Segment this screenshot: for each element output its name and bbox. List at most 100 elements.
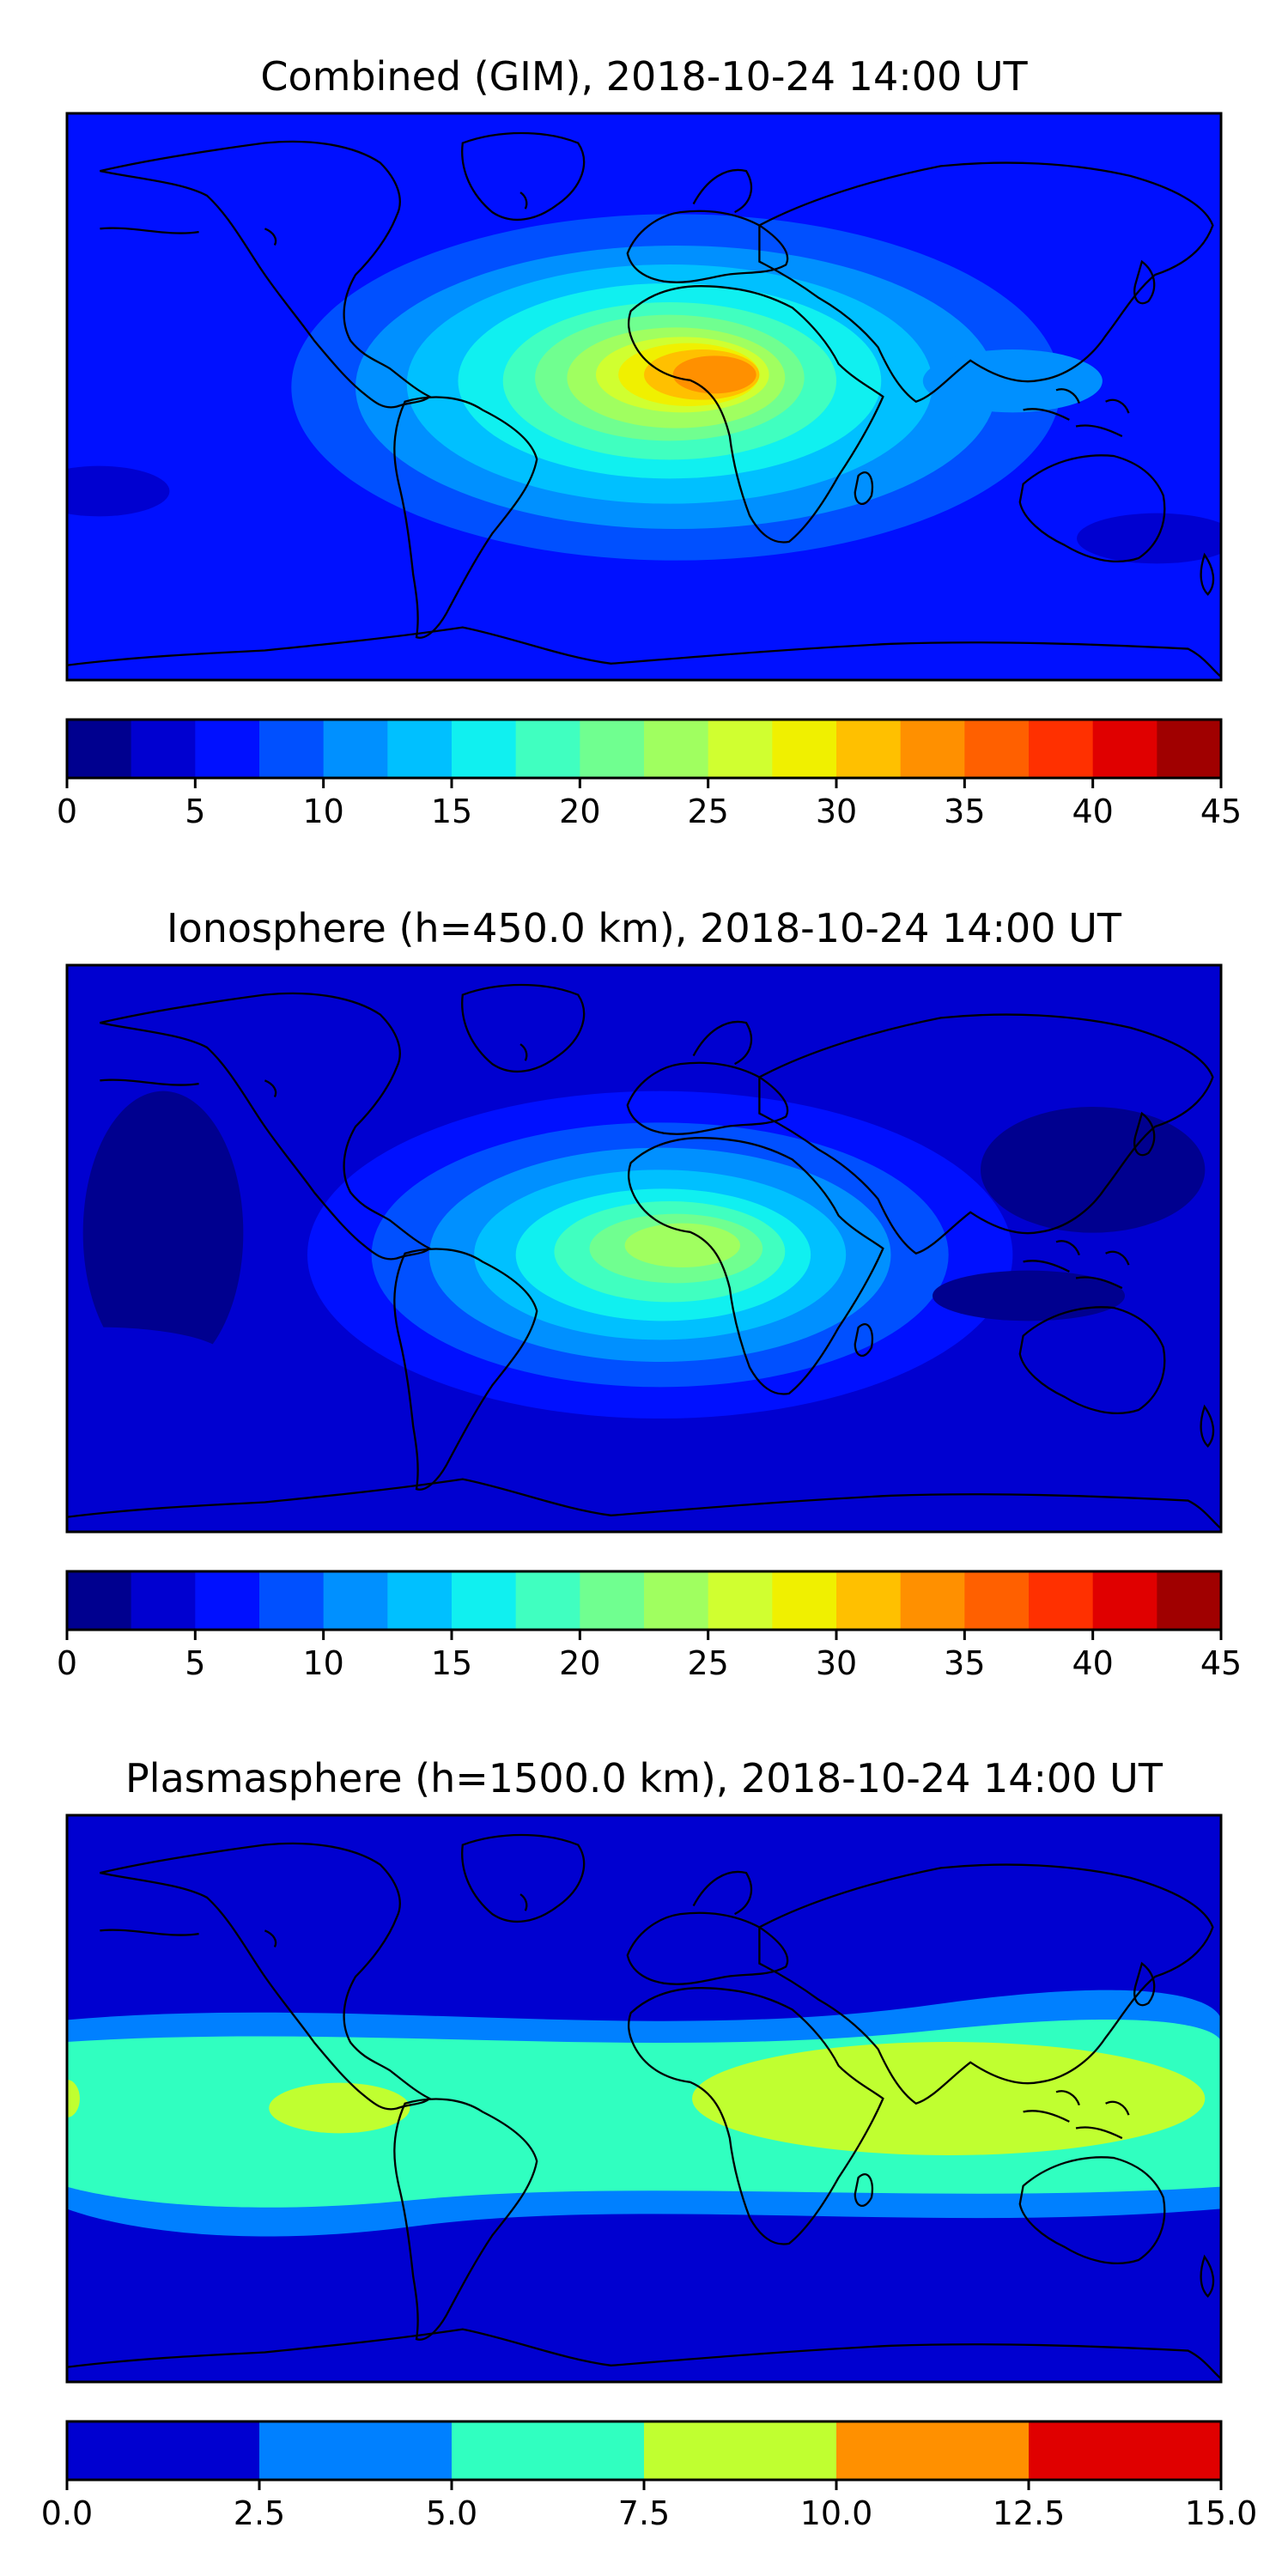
panel-3-colorbar-ticks: 0.0 2.5 5.0 7.5 10.0 12.5 15.0 [41, 2480, 1258, 2532]
colorbar-tick-label: 25 [687, 1644, 728, 1682]
colorbar-swatch [195, 720, 260, 778]
colorbar-swatch [580, 720, 645, 778]
colorbar-swatch [964, 1571, 1030, 1630]
colorbar-tick-label: 15 [431, 1644, 472, 1682]
panel-1-contour-10 [672, 355, 756, 394]
colorbar-tick-label: 0 [57, 1644, 77, 1682]
colorbar-swatch [836, 1571, 902, 1630]
colorbar-swatch [644, 2421, 837, 2480]
panel-1-colorbar-swatches [67, 720, 1222, 778]
panel-2-contour-9 [981, 1107, 1206, 1233]
colorbar-tick-label: 25 [687, 793, 728, 830]
panel-2-contour-7 [624, 1223, 740, 1267]
colorbar-swatch [1157, 1571, 1222, 1630]
panel-1-map [65, 112, 1223, 682]
colorbar-tick-label: 35 [944, 793, 985, 830]
colorbar-swatch [67, 1571, 132, 1630]
colorbar-swatch [900, 720, 965, 778]
colorbar-swatch [195, 1571, 260, 1630]
colorbar-tick-label: 10 [302, 1644, 343, 1682]
colorbar-tick-label: 12.5 [993, 2494, 1066, 2532]
panel-2-colorbar-swatches [67, 1571, 1222, 1630]
panel-2-field [67, 965, 1221, 1532]
colorbar-swatch [580, 1571, 645, 1630]
colorbar-swatch [964, 720, 1030, 778]
colorbar-tick-label: 7.5 [618, 2494, 670, 2532]
colorbar-tick-label: 45 [1200, 793, 1242, 830]
panel-ionosphere: Ionosphere (h=450.0 km), 2018-10-24 14:0… [57, 905, 1242, 1682]
colorbar-tick-label: 5 [185, 793, 205, 830]
colorbar-swatch [708, 720, 773, 778]
colorbar-swatch [131, 1571, 196, 1630]
colorbar-swatch [1029, 720, 1094, 778]
colorbar-swatch [515, 1571, 580, 1630]
colorbar-swatch [452, 1571, 517, 1630]
colorbar-swatch [452, 720, 517, 778]
colorbar-tick-label: 0.0 [41, 2494, 93, 2532]
panel-3-colorbar-swatches [67, 2421, 1222, 2480]
panel-2-contour-11 [67, 1327, 228, 1390]
panel-1-contour-12 [67, 465, 170, 517]
colorbar-tick-label: 30 [816, 1644, 857, 1682]
panel-3-field [67, 1815, 1221, 2382]
colorbar-tick-label: 20 [559, 793, 600, 830]
panel-1-colorbar: 0 5 10 15 20 25 30 35 40 45 [57, 718, 1242, 830]
panel-2-colorbar-ticks: 0 5 10 15 20 25 30 35 40 45 [57, 1630, 1242, 1682]
colorbar-tick-label: 20 [559, 1644, 600, 1682]
panel-3-map [65, 1814, 1223, 2384]
colorbar-tick-label: 15.0 [1185, 2494, 1258, 2532]
colorbar-tick-label: 30 [816, 793, 857, 830]
colorbar-swatch [387, 1571, 453, 1630]
panel-1-frame [65, 112, 1223, 682]
panel-3-colorbar: 0.0 2.5 5.0 7.5 10.0 12.5 15.0 [41, 2420, 1258, 2532]
panel-2-contour-10 [933, 1270, 1125, 1321]
panel-2-map [65, 963, 1223, 1534]
colorbar-swatch [644, 1571, 709, 1630]
colorbar-swatch [259, 1571, 325, 1630]
colorbar-swatch [131, 720, 196, 778]
colorbar-tick-label: 0 [57, 793, 77, 830]
panel-plasmasphere: Plasmasphere (h=1500.0 km), 2018-10-24 1… [41, 1755, 1258, 2532]
colorbar-tick-label: 5 [185, 1644, 205, 1682]
colorbar-swatch [708, 1571, 773, 1630]
panel-1-colorbar-frame [65, 718, 1223, 780]
panel-2-colorbar: 0 5 10 15 20 25 30 35 40 45 [57, 1570, 1242, 1682]
panel-3-title: Plasmasphere (h=1500.0 km), 2018-10-24 1… [125, 1755, 1163, 1801]
colorbar-tick-label: 2.5 [234, 2494, 285, 2532]
panel-3-contour-0 [692, 2042, 1206, 2155]
colorbar-swatch [387, 720, 453, 778]
panel-3-frame [65, 1814, 1223, 2384]
panel-2-contour-8 [82, 1091, 244, 1375]
colorbar-swatch [1029, 1571, 1094, 1630]
colorbar-swatch [1092, 1571, 1157, 1630]
colorbar-swatch [67, 2421, 260, 2480]
colorbar-swatch [1157, 720, 1222, 778]
colorbar-swatch [67, 720, 132, 778]
panel-2-frame [65, 963, 1223, 1534]
colorbar-swatch [900, 1571, 965, 1630]
panel-3-contour-2 [67, 2080, 80, 2117]
colorbar-swatch [259, 720, 325, 778]
colorbar-swatch [323, 1571, 388, 1630]
panel-1-contour-13 [1077, 513, 1221, 564]
colorbar-tick-label: 35 [944, 1644, 985, 1682]
panel-1-contour-11 [922, 349, 1103, 413]
colorbar-swatch [644, 720, 709, 778]
colorbar-tick-label: 40 [1072, 793, 1113, 830]
colorbar-swatch [772, 1571, 837, 1630]
colorbar-swatch [452, 2421, 645, 2480]
colorbar-swatch [836, 2421, 1030, 2480]
colorbar-swatch [772, 720, 837, 778]
colorbar-tick-label: 10.0 [800, 2494, 873, 2532]
panel-2-colorbar-frame [65, 1570, 1223, 1631]
colorbar-tick-label: 5.0 [426, 2494, 477, 2532]
colorbar-swatch [1029, 2421, 1222, 2480]
colorbar-swatch [1092, 720, 1157, 778]
panel-combined: Combined (GIM), 2018-10-24 14:00 UT 0 5 10… [57, 53, 1242, 830]
colorbar-swatch [836, 720, 902, 778]
panel-2-title: Ionosphere (h=450.0 km), 2018-10-24 14:0… [167, 905, 1122, 951]
colorbar-tick-label: 45 [1200, 1644, 1242, 1682]
colorbar-swatch [515, 720, 580, 778]
colorbar-swatch [323, 720, 388, 778]
panel-1-colorbar-ticks: 0 5 10 15 20 25 30 35 40 45 [57, 778, 1242, 830]
